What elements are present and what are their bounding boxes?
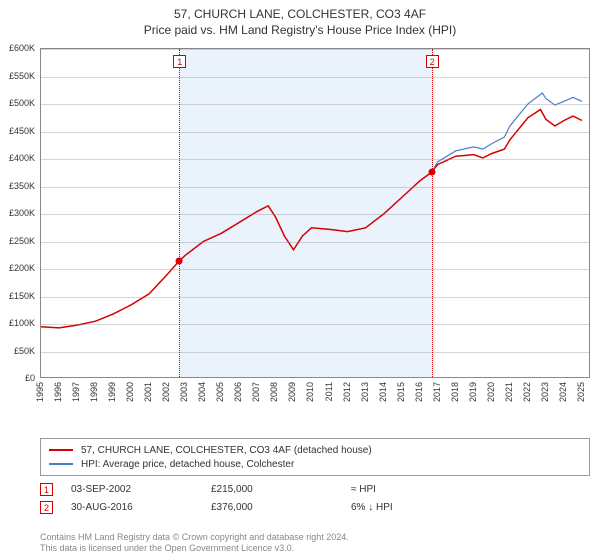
- x-tick-label: 2013: [360, 382, 370, 402]
- gridline-h: [41, 132, 589, 133]
- gridline-h: [41, 104, 589, 105]
- legend: 57, CHURCH LANE, COLCHESTER, CO3 4AF (de…: [40, 438, 590, 476]
- x-tick-label: 2010: [305, 382, 315, 402]
- x-tick-label: 2007: [251, 382, 261, 402]
- x-tick-label: 2005: [215, 382, 225, 402]
- x-tick-label: 2004: [197, 382, 207, 402]
- x-tick-label: 2015: [396, 382, 406, 402]
- gridline-h: [41, 49, 589, 50]
- gridline-h: [41, 214, 589, 215]
- y-tick-label: £250K: [0, 236, 35, 246]
- y-tick-label: £500K: [0, 98, 35, 108]
- x-tick-label: 2024: [558, 382, 568, 402]
- legend-swatch: [49, 449, 73, 451]
- footnote-line-2: This data is licensed under the Open Gov…: [40, 543, 349, 554]
- x-tick-label: 2008: [269, 382, 279, 402]
- x-tick-label: 2025: [576, 382, 586, 402]
- y-tick-label: £200K: [0, 263, 35, 273]
- sale-price: £215,000: [211, 484, 351, 495]
- footnote: Contains HM Land Registry data © Crown c…: [40, 532, 349, 555]
- title-line-2: Price paid vs. HM Land Registry's House …: [0, 22, 600, 38]
- y-tick-label: £600K: [0, 43, 35, 53]
- sale-vs-hpi: ≈ HPI: [351, 484, 491, 495]
- y-tick-label: £400K: [0, 153, 35, 163]
- x-tick-label: 1995: [35, 382, 45, 402]
- x-tick-label: 2017: [432, 382, 442, 402]
- x-tick-label: 1998: [89, 382, 99, 402]
- sale-vline: [179, 49, 180, 377]
- chart-title: 57, CHURCH LANE, COLCHESTER, CO3 4AF Pri…: [0, 0, 600, 38]
- x-tick-label: 2016: [414, 382, 424, 402]
- gridline-h: [41, 352, 589, 353]
- sales-table: 1 03-SEP-2002£215,000≈ HPI 2 30-AUG-2016£37…: [40, 480, 590, 516]
- x-tick-label: 2001: [143, 382, 153, 402]
- sale-price: £376,000: [211, 502, 351, 513]
- x-tick-label: 2020: [486, 382, 496, 402]
- x-tick-label: 2012: [342, 382, 352, 402]
- gridline-h: [41, 77, 589, 78]
- x-tick-label: 2003: [179, 382, 189, 402]
- y-tick-label: £300K: [0, 208, 35, 218]
- x-tick-label: 2018: [450, 382, 460, 402]
- x-tick-label: 2021: [504, 382, 514, 402]
- x-tick-label: 1996: [53, 382, 63, 402]
- sale-marker-box: 1: [173, 55, 186, 68]
- sale-dot: [176, 257, 183, 264]
- gridline-h: [41, 159, 589, 160]
- legend-row: HPI: Average price, detached house, Colc…: [49, 457, 581, 471]
- gridline-h: [41, 269, 589, 270]
- legend-label: HPI: Average price, detached house, Colc…: [81, 459, 294, 470]
- series-price_paid: [41, 110, 582, 328]
- page-root: 57, CHURCH LANE, COLCHESTER, CO3 4AF Pri…: [0, 0, 600, 560]
- chart-area: 12 £0£50K£100K£150K£200K£250K£300K£350K£…: [40, 48, 590, 410]
- gridline-h: [41, 187, 589, 188]
- legend-label: 57, CHURCH LANE, COLCHESTER, CO3 4AF (de…: [81, 445, 372, 456]
- x-tick-label: 1999: [107, 382, 117, 402]
- x-tick-label: 2019: [468, 382, 478, 402]
- gridline-h: [41, 242, 589, 243]
- x-tick-label: 1997: [71, 382, 81, 402]
- title-line-1: 57, CHURCH LANE, COLCHESTER, CO3 4AF: [0, 6, 600, 22]
- y-tick-label: £50K: [0, 346, 35, 356]
- sale-marker-box: 2: [426, 55, 439, 68]
- x-tick-label: 2006: [233, 382, 243, 402]
- footnote-line-1: Contains HM Land Registry data © Crown c…: [40, 532, 349, 543]
- plot: 12: [40, 48, 590, 378]
- legend-swatch: [49, 463, 73, 465]
- y-tick-label: £150K: [0, 291, 35, 301]
- x-tick-label: 2014: [378, 382, 388, 402]
- sale-vs-hpi: 6% ↓ HPI: [351, 502, 491, 513]
- sale-row: 2 30-AUG-2016£376,0006% ↓ HPI: [40, 498, 590, 516]
- y-tick-label: £100K: [0, 318, 35, 328]
- x-tick-label: 2002: [161, 382, 171, 402]
- x-tick-label: 2000: [125, 382, 135, 402]
- sale-vline: [432, 49, 433, 377]
- sale-row-marker: 1: [40, 483, 53, 496]
- sale-date: 30-AUG-2016: [71, 502, 211, 513]
- x-tick-label: 2023: [540, 382, 550, 402]
- x-tick-label: 2011: [324, 382, 334, 401]
- sale-row: 1 03-SEP-2002£215,000≈ HPI: [40, 480, 590, 498]
- sale-row-marker: 2: [40, 501, 53, 514]
- gridline-h: [41, 297, 589, 298]
- sale-date: 03-SEP-2002: [71, 484, 211, 495]
- gridline-h: [41, 324, 589, 325]
- y-tick-label: £450K: [0, 126, 35, 136]
- y-tick-label: £0: [0, 373, 35, 383]
- sale-dot: [428, 169, 435, 176]
- legend-row: 57, CHURCH LANE, COLCHESTER, CO3 4AF (de…: [49, 443, 581, 457]
- y-tick-label: £550K: [0, 71, 35, 81]
- y-tick-label: £350K: [0, 181, 35, 191]
- x-tick-label: 2022: [522, 382, 532, 402]
- x-tick-label: 2009: [287, 382, 297, 402]
